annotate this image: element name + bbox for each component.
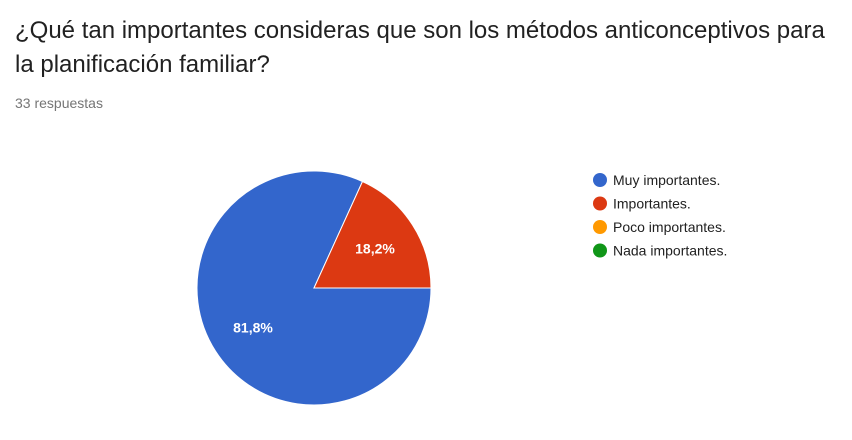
chart-legend: Muy importantes. Importantes. Poco importa…: [593, 172, 727, 259]
question-title: ¿Qué tan importantes consideras que son …: [15, 17, 825, 78]
slice-label-muy-importantes: 81,8%: [233, 319, 273, 335]
legend-marker-nada-importantes: [593, 243, 607, 258]
legend-label-nada-importantes: Nada importantes.: [613, 243, 727, 259]
legend-label-muy-importantes: Muy importantes.: [613, 172, 720, 188]
pie-slice-importantes: [313, 180, 432, 289]
legend-label-poco-importantes: Poco importantes.: [613, 219, 726, 235]
response-count: 33 respuestas: [15, 95, 103, 111]
slice-label-importantes: 18,2%: [355, 241, 395, 257]
legend-marker-muy-importantes: [593, 173, 607, 187]
pie-slice-labels: 81,8% 18,2%: [233, 241, 395, 336]
legend-marker-poco-importantes: [593, 220, 607, 234]
legend-label-importantes: Importantes.: [613, 196, 691, 212]
legend-marker-importantes: [593, 196, 607, 211]
pie-slices: [196, 170, 432, 406]
